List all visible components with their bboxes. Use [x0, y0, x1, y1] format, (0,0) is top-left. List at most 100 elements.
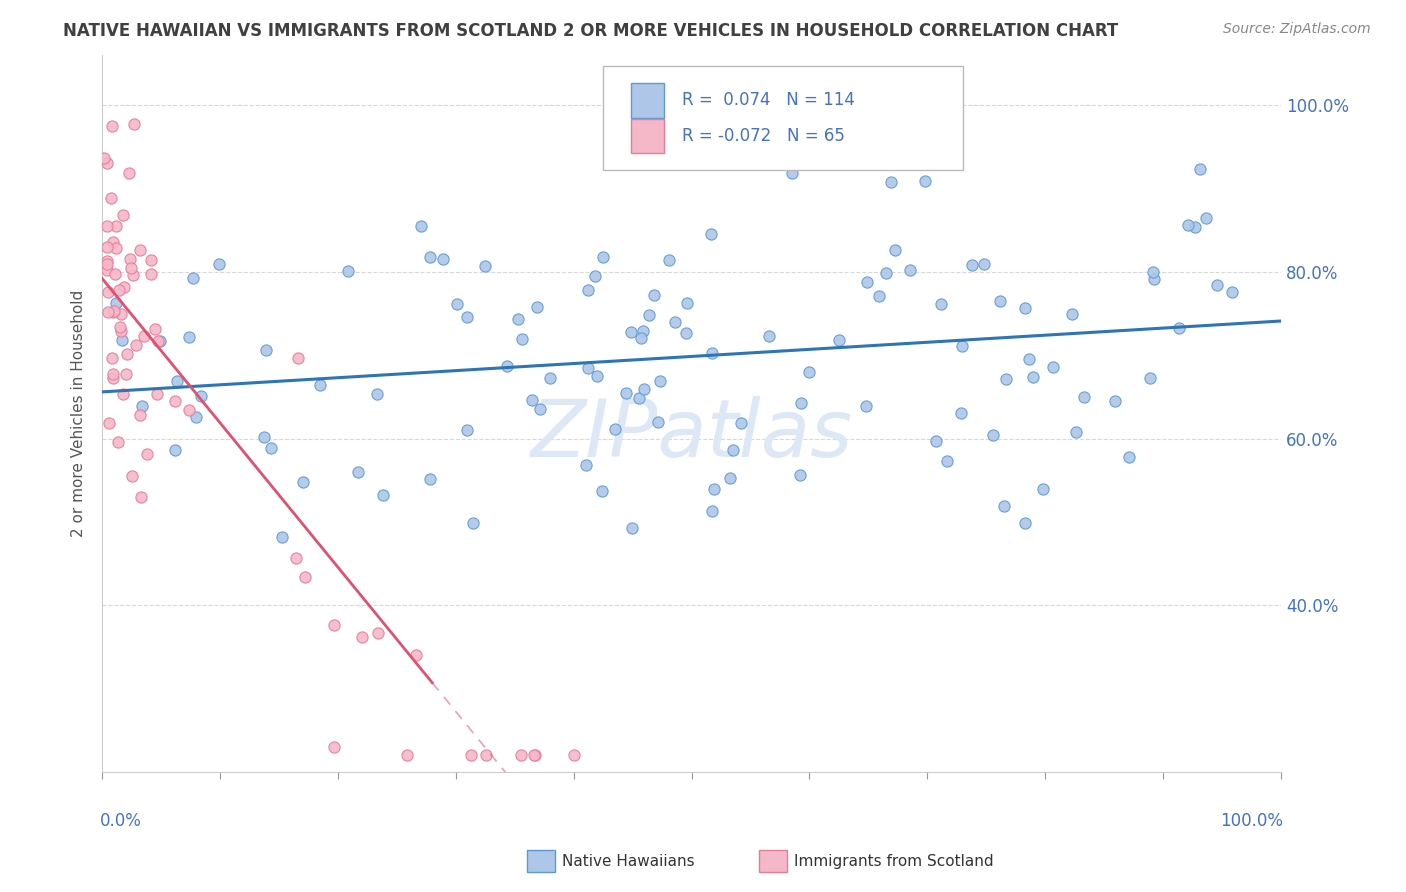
- Point: [456, 310, 478, 325]
- Point: [950, 406, 973, 420]
- Point: [730, 416, 752, 430]
- Point: [620, 326, 643, 340]
- Text: R =  0.074   N = 114: R = 0.074 N = 114: [682, 91, 855, 110]
- Point: [253, 429, 276, 443]
- Point: [658, 253, 681, 268]
- Point: [405, 648, 427, 663]
- Point: [131, 399, 153, 413]
- Point: [627, 391, 650, 405]
- Point: [112, 280, 135, 294]
- Point: [1018, 351, 1040, 366]
- Point: [186, 409, 208, 424]
- Point: [1220, 285, 1243, 299]
- Point: [103, 304, 125, 318]
- Point: [117, 347, 139, 361]
- Point: [510, 333, 533, 347]
- Point: [1184, 220, 1206, 235]
- Point: [1073, 390, 1095, 404]
- Point: [409, 219, 432, 233]
- Point: [254, 343, 277, 357]
- Point: [875, 266, 897, 280]
- Point: [309, 378, 332, 392]
- Point: [1206, 277, 1229, 292]
- Point: [855, 399, 877, 413]
- Point: [605, 422, 627, 436]
- Point: [145, 387, 167, 401]
- Point: [347, 465, 370, 479]
- Point: [780, 166, 803, 180]
- Point: [111, 333, 134, 347]
- Point: [124, 117, 146, 131]
- Point: [1189, 161, 1212, 176]
- Point: [115, 368, 138, 382]
- Point: [129, 244, 152, 258]
- Point: [526, 300, 548, 314]
- Point: [367, 626, 389, 640]
- Text: Source: ZipAtlas.com: Source: ZipAtlas.com: [1223, 22, 1371, 37]
- Point: [1177, 218, 1199, 232]
- Point: [868, 288, 890, 302]
- Point: [163, 394, 186, 409]
- Point: [538, 371, 561, 385]
- Point: [118, 252, 141, 267]
- Point: [294, 570, 316, 584]
- Point: [1032, 482, 1054, 496]
- Point: [1143, 271, 1166, 285]
- Point: [700, 504, 723, 518]
- Point: [456, 423, 478, 437]
- Point: [163, 443, 186, 458]
- Point: [96, 263, 118, 277]
- Point: [287, 351, 309, 365]
- Point: [419, 472, 441, 486]
- Point: [103, 367, 125, 381]
- Point: [506, 311, 529, 326]
- Point: [271, 530, 294, 544]
- Point: [125, 338, 148, 352]
- Point: [107, 434, 129, 449]
- Point: [132, 329, 155, 343]
- Point: [190, 389, 212, 403]
- Point: [111, 386, 134, 401]
- Point: [591, 483, 613, 498]
- Point: [118, 166, 141, 180]
- Point: [633, 324, 655, 338]
- Point: [1139, 371, 1161, 385]
- FancyBboxPatch shape: [631, 119, 665, 153]
- Point: [700, 227, 723, 242]
- Point: [96, 305, 118, 319]
- Point: [1104, 393, 1126, 408]
- Point: [524, 748, 547, 763]
- Point: [1022, 370, 1045, 384]
- Text: ZIPatlas: ZIPatlas: [530, 396, 852, 475]
- Point: [105, 219, 128, 233]
- Point: [322, 739, 344, 754]
- Point: [101, 351, 124, 366]
- Point: [460, 748, 482, 763]
- Point: [509, 748, 531, 763]
- Point: [181, 271, 204, 285]
- Point: [523, 748, 546, 763]
- FancyBboxPatch shape: [631, 83, 665, 118]
- Point: [108, 319, 131, 334]
- Point: [135, 447, 157, 461]
- Text: Immigrants from Scotland: Immigrants from Scotland: [794, 855, 994, 869]
- Point: [648, 374, 671, 388]
- Point: [120, 261, 142, 276]
- Point: [797, 365, 820, 379]
- Point: [143, 322, 166, 336]
- Point: [1014, 516, 1036, 531]
- Point: [562, 748, 585, 763]
- Point: [898, 262, 921, 277]
- Point: [993, 499, 1015, 513]
- Point: [664, 314, 686, 328]
- Point: [432, 252, 454, 266]
- Point: [529, 401, 551, 416]
- Point: [616, 386, 638, 401]
- Point: [575, 458, 598, 472]
- Point: [1142, 265, 1164, 279]
- Point: [475, 748, 498, 763]
- Point: [350, 630, 373, 644]
- Point: [149, 334, 172, 348]
- Point: [1060, 307, 1083, 321]
- Point: [108, 283, 131, 297]
